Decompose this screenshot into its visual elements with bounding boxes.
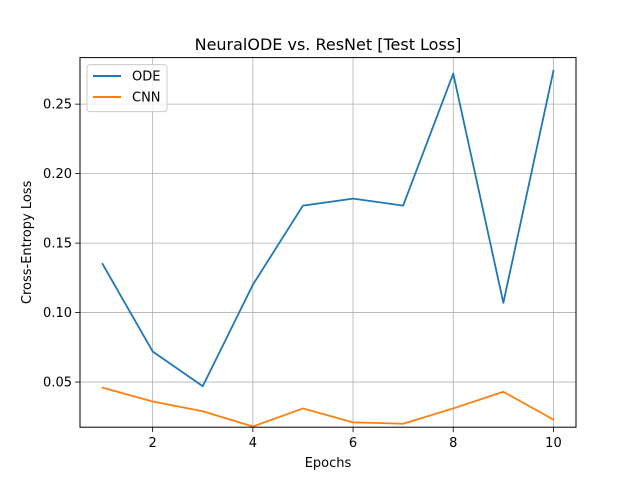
y-tick-label: 0.10: [43, 306, 72, 321]
y-axis-label: Cross-Entropy Loss: [20, 180, 35, 304]
series-line-ode: [101, 69, 555, 388]
y-tick-label: 0.05: [43, 376, 72, 391]
plot-frame: [79, 57, 577, 428]
chart-title: NeuralODE vs. ResNet [Test Loss]: [195, 35, 462, 54]
x-tick-label: 10: [545, 436, 562, 451]
y-tick-label: 0.25: [43, 98, 72, 113]
series-line-cnn: [101, 386, 555, 428]
x-tick-label: 2: [149, 436, 157, 451]
grid: [80, 57, 576, 428]
x-tick-label: 6: [349, 436, 357, 451]
y-tick-label: 0.15: [43, 237, 72, 252]
legend-label-ode: ODE: [132, 70, 160, 85]
ticks: 2 4 6 8 10 0.05 0.10 0.15 0.20 0.25: [43, 98, 562, 452]
legend: ODE CNN: [86, 64, 168, 113]
y-tick-label: 0.20: [43, 167, 72, 182]
x-tick-label: 8: [449, 436, 457, 451]
x-axis-label: Epochs: [305, 456, 352, 471]
series-group: [101, 69, 555, 428]
legend-label-cnn: CNN: [132, 91, 161, 106]
plot-area: [80, 57, 576, 428]
x-tick-label: 4: [249, 436, 257, 451]
